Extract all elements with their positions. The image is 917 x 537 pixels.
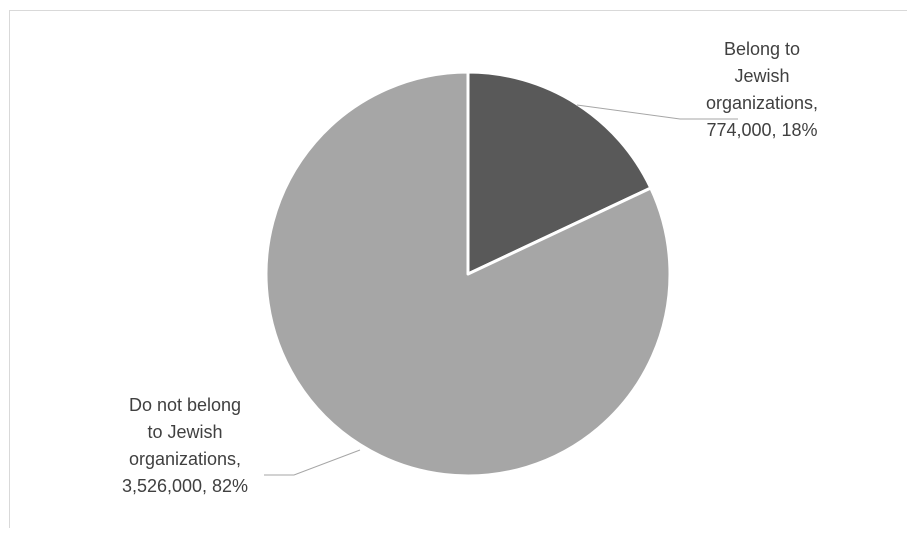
data-label-line: Do not belong xyxy=(129,395,241,415)
leader-lines xyxy=(264,104,738,476)
data-label-line: organizations, xyxy=(706,93,818,113)
data-label-line: organizations, xyxy=(129,449,241,469)
data-label-line: Belong to xyxy=(724,39,800,59)
pie-slice-belong xyxy=(466,70,653,276)
data-label-belong: Belong to Jewish organizations, 774,000, 18… xyxy=(706,39,818,140)
chart-frame xyxy=(9,10,907,528)
leader-line-belong xyxy=(576,104,738,120)
leader-line-not-belong xyxy=(264,449,361,476)
pie-slice-not-belong xyxy=(264,70,672,478)
data-labels: Belong to Jewish organizations, 774,000, 18… xyxy=(122,39,818,496)
data-label-line: 774,000, 18% xyxy=(706,120,817,140)
slices-layer xyxy=(264,70,672,478)
data-label-line: to Jewish xyxy=(147,422,222,442)
data-label-not-belong: Do not belong to Jewish organizations, 3,52… xyxy=(122,395,248,496)
data-label-line: Jewish xyxy=(734,66,789,86)
data-label-line: 3,526,000, 82% xyxy=(122,476,248,496)
